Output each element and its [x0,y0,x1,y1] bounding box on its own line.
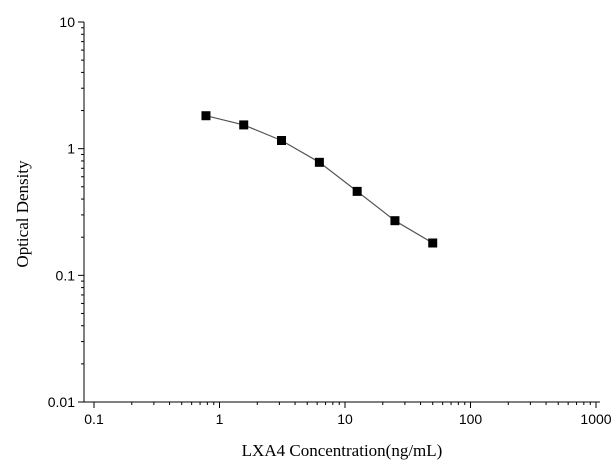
data-point-marker [314,157,324,167]
x-tick-label: 100 [459,411,483,427]
y-tick-label: 1 [67,141,75,157]
series-markers [201,111,438,248]
x-tick-label: 1 [216,411,224,427]
data-point-marker [352,186,362,196]
data-point-marker [277,136,287,146]
data-point-marker [428,238,438,248]
x-tick-label: 1000 [580,411,611,427]
x-tick-label: 0.1 [84,411,104,427]
x-axis-title: LXA4 Concentration(ng/mL) [242,441,443,460]
x-ticks: 0.1 1 10 100 1000 [84,402,612,427]
y-tick-label: 0.01 [48,394,75,410]
data-point-marker [201,111,211,121]
y-axis-title: Optical Density [13,160,32,268]
y-tick-label: 0.1 [56,267,76,283]
data-point-marker [390,216,400,226]
y-ticks: 0.01 0.1 1 10 [48,14,84,410]
x-tick-label: 10 [337,411,353,427]
data-point-marker [239,120,249,130]
y-tick-label: 10 [59,14,75,30]
